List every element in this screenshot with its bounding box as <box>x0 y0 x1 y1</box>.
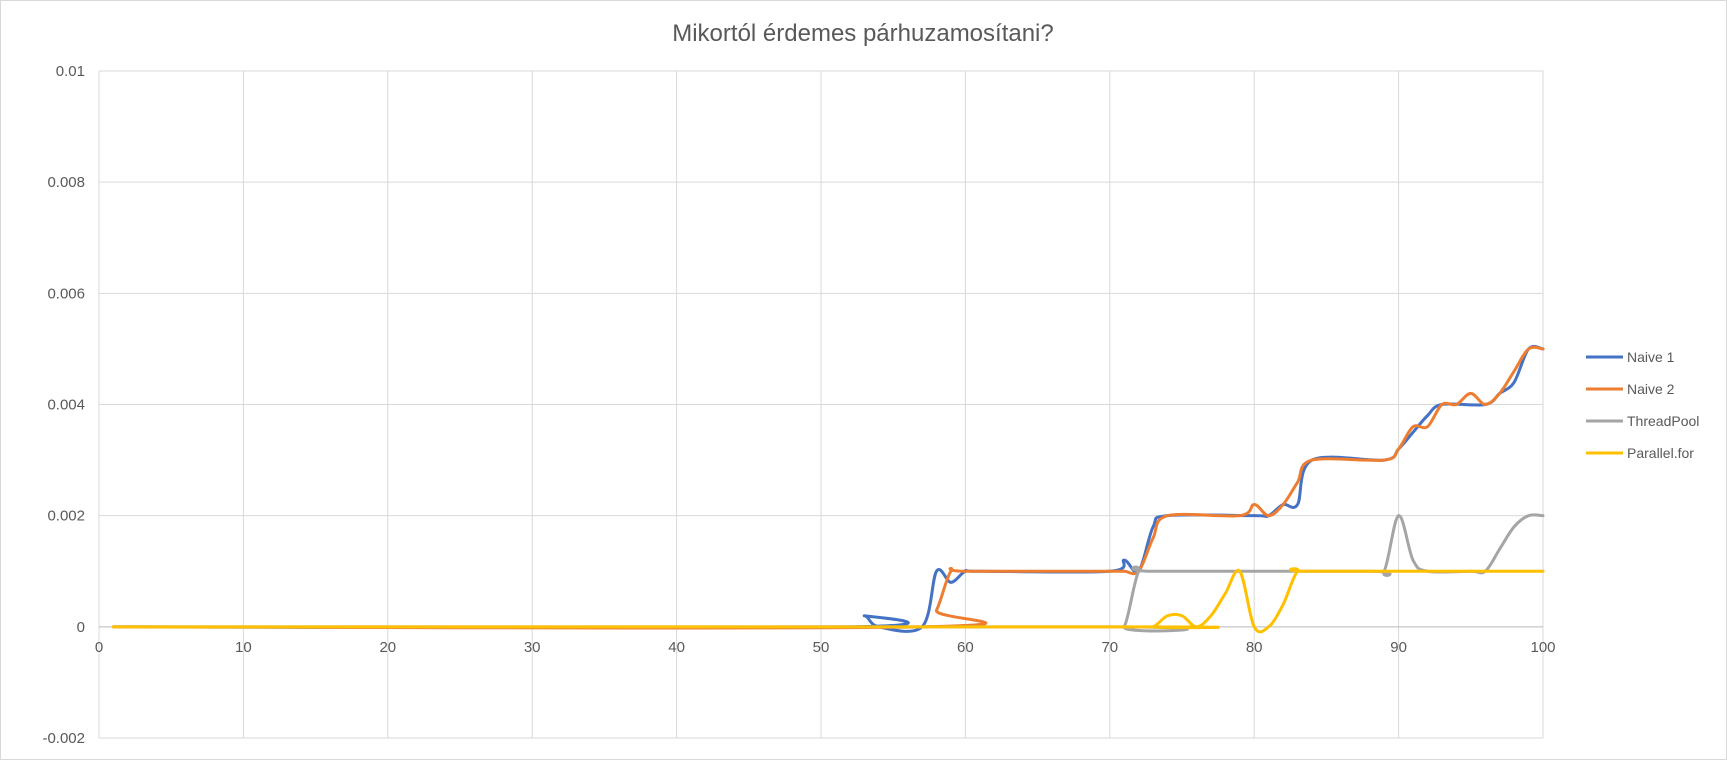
series-line-naive-1 <box>111 344 1545 633</box>
y-tick-label: 0.004 <box>47 397 85 414</box>
x-tick-label: 30 <box>524 639 541 656</box>
x-tick-label: 100 <box>1530 639 1555 656</box>
y-tick-label: 0 <box>77 619 85 636</box>
y-tick-label: 0.002 <box>47 508 85 525</box>
x-tick-label: 50 <box>813 639 830 656</box>
legend-label-naive-2: Naive 2 <box>1627 381 1675 397</box>
series-line-parallel-for <box>111 567 1545 634</box>
y-tick-label: 0.006 <box>47 285 85 302</box>
series-lines <box>111 344 1545 634</box>
legend-label-threadpool: ThreadPool <box>1627 413 1699 429</box>
chart-title: Mikortól érdemes párhuzamosítani? <box>672 20 1054 47</box>
x-tick-label: 70 <box>1101 639 1118 656</box>
series-line-naive-2 <box>111 345 1545 630</box>
legend-label-parallel-for: Parallel.for <box>1627 445 1694 461</box>
x-tick-label: 60 <box>957 639 974 656</box>
x-tick-label: 40 <box>668 639 685 656</box>
y-tick-label: -0.002 <box>42 730 85 747</box>
x-tick-label: 20 <box>379 639 396 656</box>
legend-label-naive-1: Naive 1 <box>1627 349 1675 365</box>
y-tick-label: 0.008 <box>47 174 85 191</box>
y-tick-label: 0.01 <box>56 63 85 80</box>
legend: Naive 1 Naive 2 ThreadPool Parallel.for <box>1586 349 1699 461</box>
x-tick-label: 90 <box>1390 639 1407 656</box>
x-tick-label: 0 <box>95 639 103 656</box>
series-line-threadpool <box>111 513 1545 633</box>
x-tick-label: 10 <box>235 639 252 656</box>
x-tick-label: 80 <box>1246 639 1263 656</box>
